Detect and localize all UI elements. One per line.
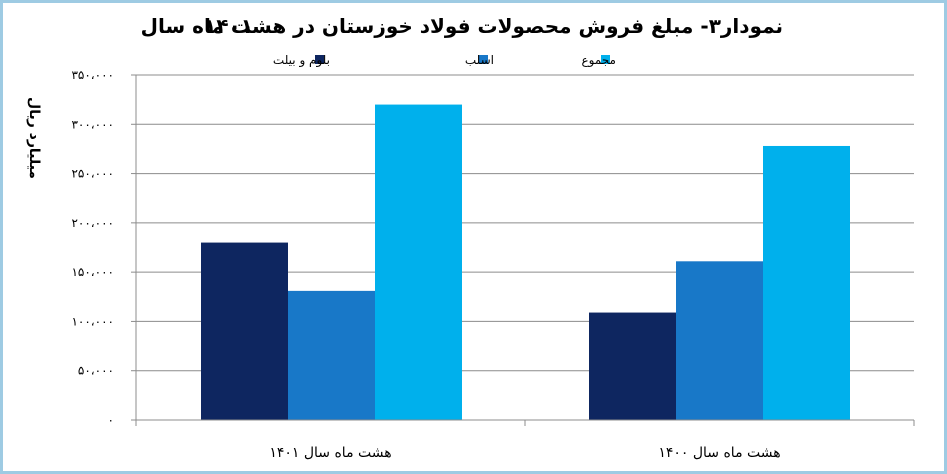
y-tick-label: ۲۵۰،۰۰۰: [71, 167, 114, 181]
chart-title-line2: ۱۴۰۱: [204, 14, 253, 38]
chart-title-line1: نمودار۳- مبلغ فروش محصولات فولاد خوزستان…: [141, 14, 783, 38]
bar: [201, 242, 288, 420]
legend-swatch: [479, 55, 488, 64]
bar: [676, 261, 763, 420]
y-tick-label: ۲۰۰،۰۰۰: [71, 216, 114, 230]
bar: [763, 145, 850, 420]
legend-swatch: [315, 55, 324, 64]
y-tick-label: ۳۰۰،۰۰۰: [71, 117, 114, 131]
legend: بلوم و بیلت اسلب مجموع: [273, 53, 616, 68]
legend-swatch: [601, 55, 610, 64]
y-tick-labels: ۰ ۵۰،۰۰۰ ۱۰۰،۰۰۰ ۱۵۰،۰۰۰ ۲۰۰،۰۰۰ ۲۵۰،۰۰۰ ۳۰۰،۰…: [71, 68, 114, 427]
legend-label: اسلب: [465, 53, 494, 67]
legend-label: بلوم و بیلت: [273, 53, 330, 68]
y-tick-label: ۳۵۰،۰۰۰: [71, 68, 114, 82]
x-category-label: هشت ماه سال ۱۴۰۱: [269, 445, 391, 461]
x-category-label: هشت ماه سال ۱۴۰۰: [658, 445, 780, 461]
y-tick-label: ۵۰،۰۰۰: [78, 364, 114, 378]
y-tick-label: ۱۰۰،۰۰۰: [71, 314, 114, 328]
y-tick-label: ۱۵۰،۰۰۰: [71, 265, 114, 279]
y-axis-label: میلیارد ریال: [26, 97, 42, 179]
legend-label: مجموع: [582, 53, 616, 68]
bar: [288, 290, 375, 420]
axes: [131, 74, 915, 426]
bar: [589, 312, 676, 420]
y-tick-label: ۰: [108, 413, 114, 427]
x-category-labels: هشت ماه سال ۱۴۰۱ هشت ماه سال ۱۴۰۰: [269, 445, 780, 461]
bars-group: [201, 104, 850, 421]
bar: [375, 104, 462, 421]
